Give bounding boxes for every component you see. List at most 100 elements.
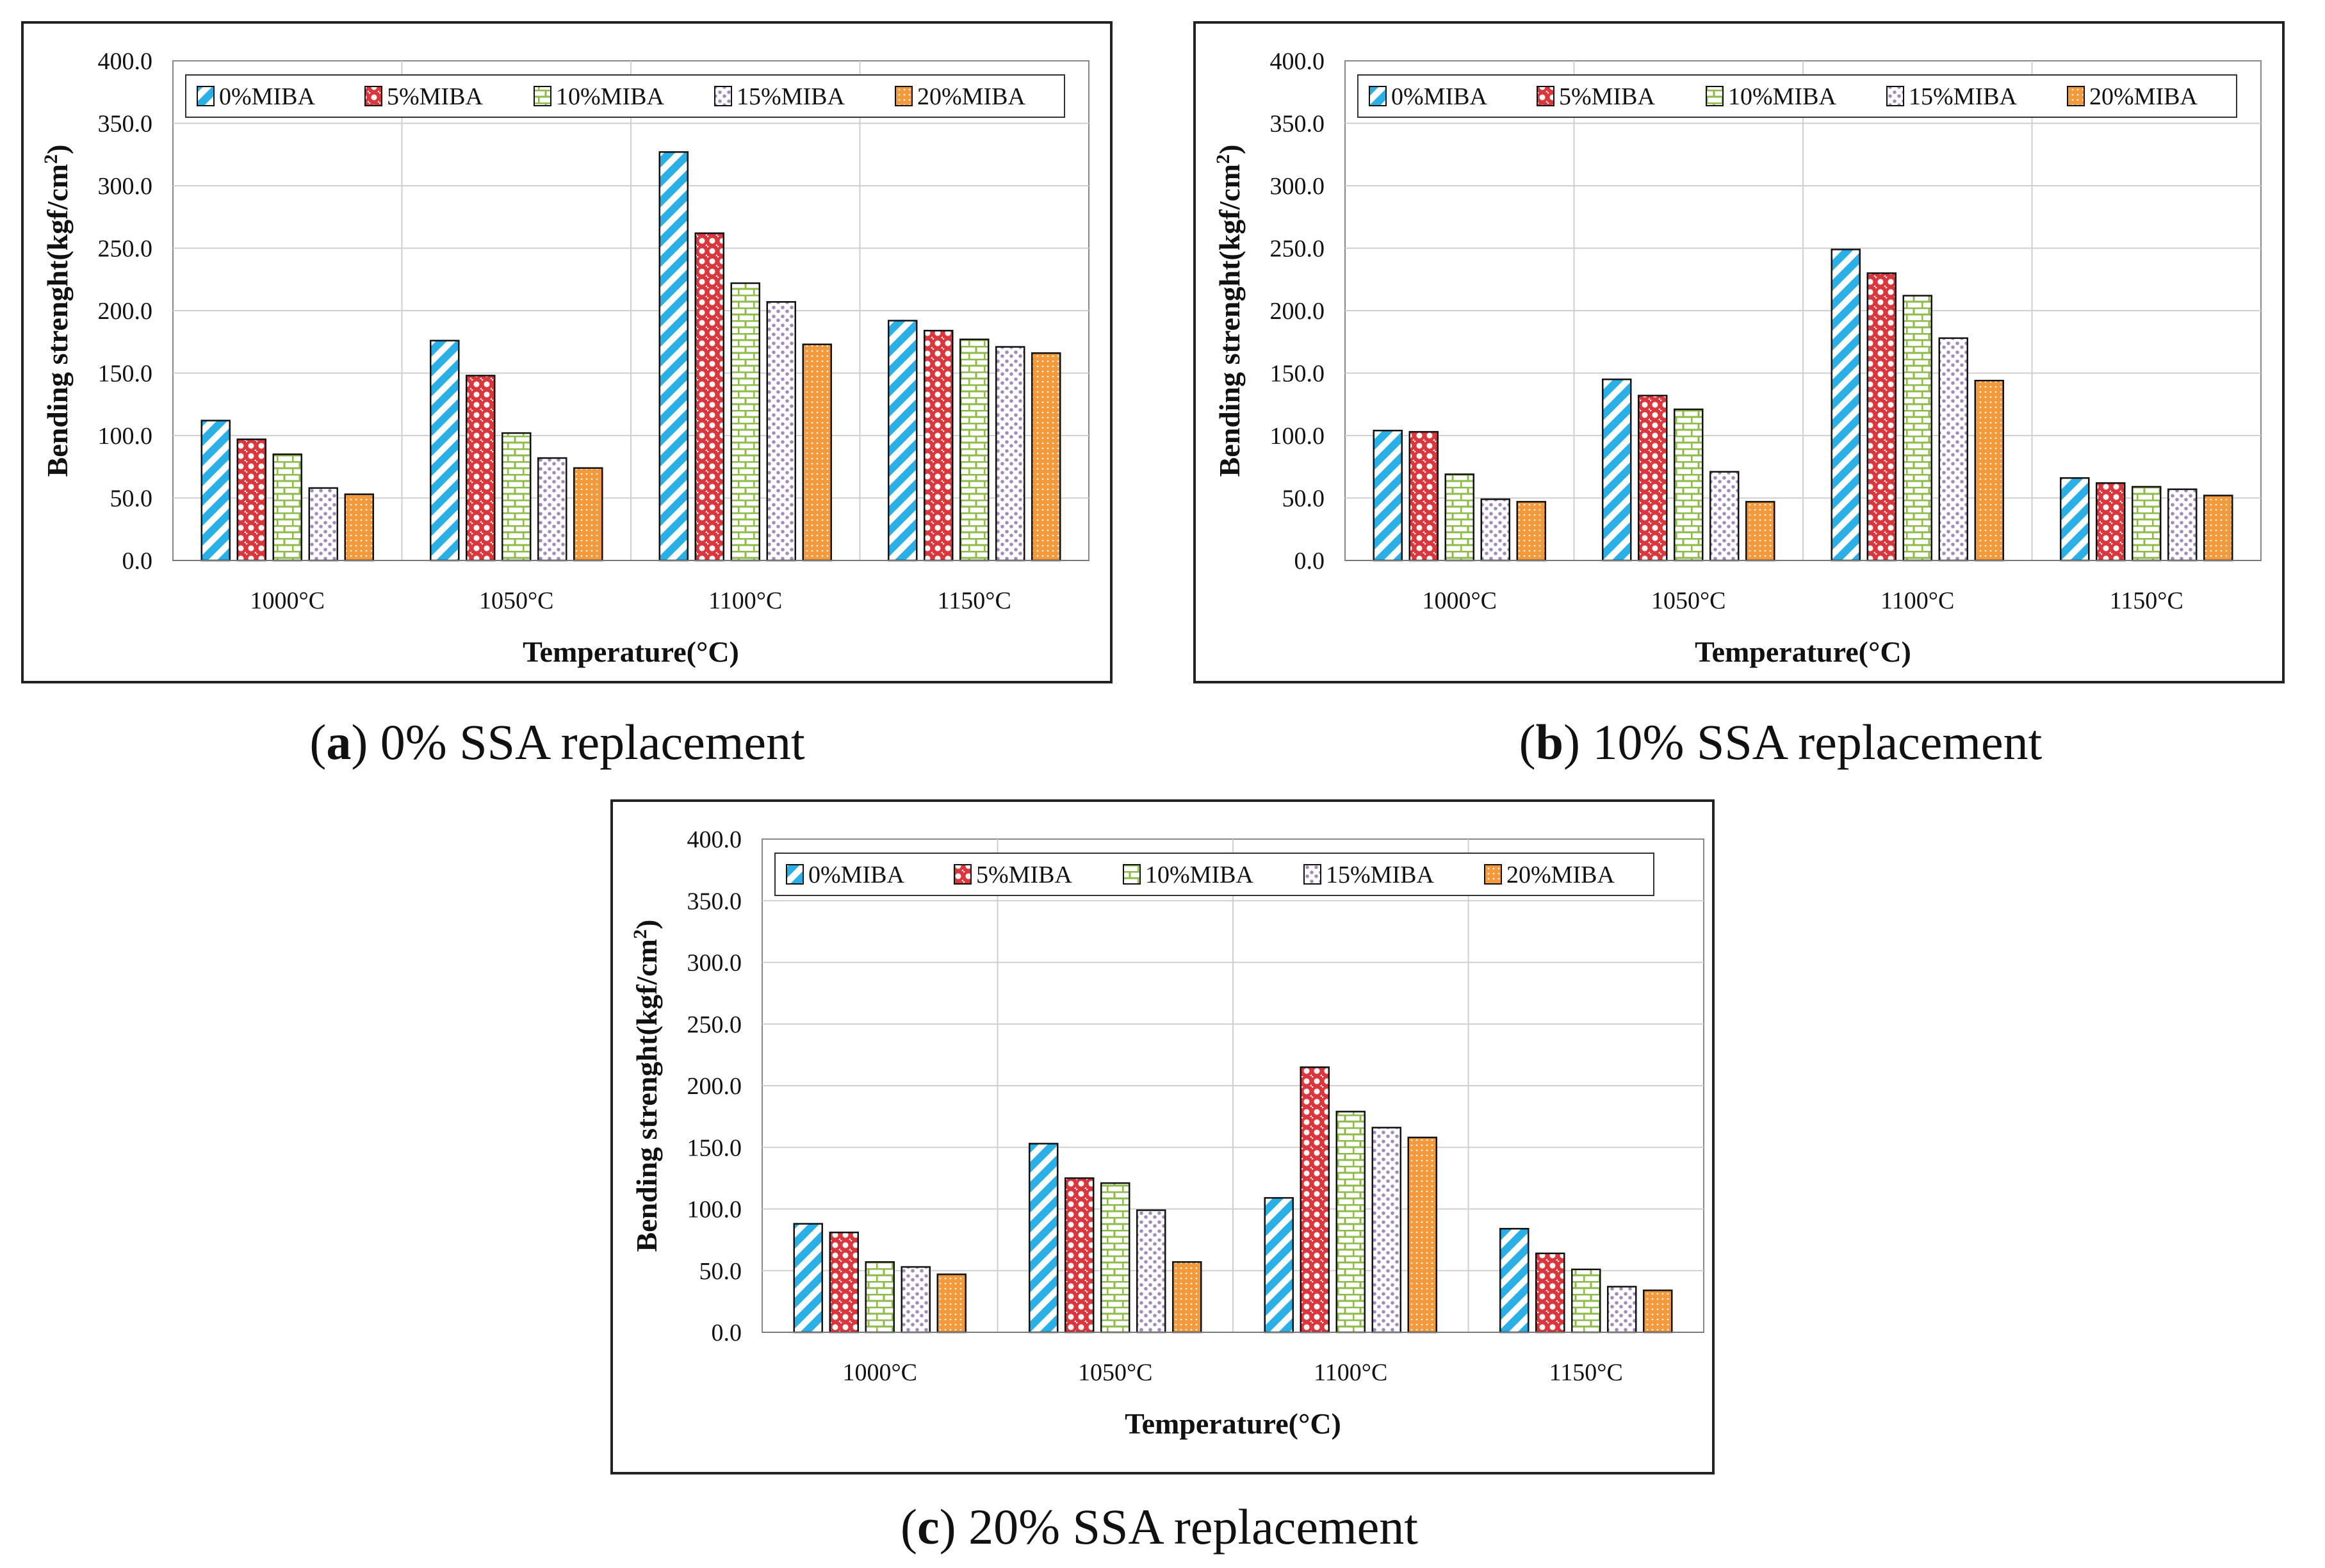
chart-panel-c: 0.0 50.0 100.0 150.0 200.0 250.0 300.0 350.0 400…: [610, 799, 1715, 1555]
x-tick-label: 1050°C: [1651, 587, 1726, 614]
y-tick-label: 50.0: [110, 486, 153, 512]
y-tick-label: 0.0: [122, 548, 153, 575]
legend-label: 5%MIBA: [1559, 83, 1655, 110]
x-axis-title: Temperature(°C): [1125, 1407, 1341, 1440]
x-tick-label: 1000°C: [842, 1359, 917, 1386]
legend-swatch: [534, 86, 551, 106]
bar-20pct-miba-1100c: [1407, 1136, 1437, 1334]
y-tick-label: 100.0: [98, 423, 153, 450]
bar-15pct-miba-1150c: [1607, 1286, 1637, 1334]
bar-0pct-miba-1000c: [200, 420, 231, 562]
bar-15pct-miba-1150c: [2167, 488, 2198, 562]
legend-label: 15%MIBA: [737, 83, 845, 110]
bar-20pct-miba-1050c: [1172, 1261, 1202, 1334]
panel-caption: (c) 20% SSA replacement: [901, 1499, 1418, 1555]
x-tick-label: 1150°C: [938, 587, 1011, 614]
bar-0pct-miba-1050c: [1029, 1143, 1059, 1334]
bar-20pct-miba-1000c: [344, 493, 374, 562]
y-tick-label: 200.0: [1270, 298, 1325, 325]
legend-swatch: [895, 86, 913, 106]
legend-label: 20%MIBA: [917, 83, 1025, 110]
legend-label: 10%MIBA: [1728, 83, 1836, 110]
bar-0pct-miba-1050c: [1602, 379, 1632, 562]
bar-20pct-miba-1150c: [2203, 494, 2233, 562]
legend-swatch: [786, 864, 804, 885]
legend-swatch: [1484, 864, 1502, 885]
legend-swatch: [1706, 86, 1724, 106]
y-tick-label: 0.0: [1294, 548, 1325, 575]
legend-label: 15%MIBA: [1909, 83, 2017, 110]
legend: [185, 74, 1065, 118]
bar-20pct-miba-1150c: [1031, 352, 1061, 562]
legend-swatch: [714, 86, 732, 106]
bar-20pct-miba-1050c: [573, 467, 603, 562]
legend-swatch: [1886, 86, 1904, 106]
legend-swatch: [1123, 864, 1141, 885]
legend-label: 10%MIBA: [1145, 862, 1253, 888]
legend-swatch: [954, 864, 972, 885]
legend-swatch: [1303, 864, 1321, 885]
legend-label: 10%MIBA: [556, 83, 664, 110]
y-tick-label: 250.0: [98, 236, 153, 263]
bar-0pct-miba-1100c: [1264, 1196, 1294, 1334]
y-tick-label: 200.0: [687, 1073, 742, 1100]
y-tick-label: 300.0: [687, 950, 742, 977]
bar-15pct-miba-1100c: [1371, 1127, 1401, 1334]
bar-5pct-miba-1100c: [1866, 272, 1897, 562]
legend-swatch: [1369, 86, 1387, 106]
bar-10pct-miba-1050c: [1100, 1182, 1130, 1334]
panel-caption: (b) 10% SSA replacement: [1519, 714, 2043, 770]
y-tick-label: 400.0: [98, 48, 153, 75]
bar-5pct-miba-1100c: [694, 232, 724, 562]
y-tick-label: 50.0: [1282, 486, 1325, 512]
y-tick-label: 400.0: [1270, 48, 1325, 75]
bar-10pct-miba-1050c: [1674, 408, 1704, 562]
bar-0pct-miba-1000c: [793, 1223, 823, 1334]
bar-20pct-miba-1000c: [936, 1273, 967, 1334]
bar-20pct-miba-1000c: [1516, 501, 1546, 562]
bar-15pct-miba-1150c: [995, 346, 1025, 562]
y-tick-label: 250.0: [1270, 236, 1325, 263]
x-tick-label: 1150°C: [1549, 1359, 1623, 1386]
x-axis-title: Temperature(°C): [1695, 635, 1911, 668]
y-tick-label: 150.0: [1270, 361, 1325, 388]
y-tick-label: 250.0: [687, 1011, 742, 1038]
y-axis-title: Bending strenght(kgf/cm2): [1212, 145, 1246, 477]
x-tick-label: 1050°C: [479, 587, 554, 614]
bar-0pct-miba-1150c: [1499, 1228, 1530, 1334]
y-tick-label: 350.0: [1270, 111, 1325, 138]
legend-swatch: [2067, 86, 2085, 106]
bar-5pct-miba-1050c: [1065, 1177, 1095, 1334]
x-tick-label: 1150°C: [2110, 587, 2183, 614]
bar-15pct-miba-1000c: [901, 1266, 931, 1334]
chart-panel-b: 0.0 50.0 100.0 150.0 200.0 250.0 300.0 350.0 400…: [1193, 21, 2285, 770]
bar-5pct-miba-1000c: [829, 1231, 859, 1334]
legend-swatch: [197, 86, 215, 106]
y-tick-label: 50.0: [699, 1258, 742, 1285]
bar-20pct-miba-1100c: [1974, 379, 2004, 562]
legend-swatch: [364, 86, 382, 106]
x-tick-label: 1100°C: [1314, 1359, 1387, 1386]
bar-5pct-miba-1000c: [236, 438, 266, 562]
bar-20pct-miba-1100c: [802, 343, 832, 562]
legend: [1357, 74, 2237, 118]
bar-10pct-miba-1100c: [730, 282, 760, 562]
x-tick-label: 1050°C: [1078, 1359, 1153, 1386]
x-tick-label: 1100°C: [708, 587, 782, 614]
bar-15pct-miba-1000c: [308, 487, 338, 562]
legend-label: 20%MIBA: [1506, 862, 1615, 888]
y-tick-label: 200.0: [98, 298, 153, 325]
legend-label: 20%MIBA: [2089, 83, 2198, 110]
bar-5pct-miba-1150c: [1535, 1252, 1565, 1334]
bar-5pct-miba-1050c: [1638, 395, 1668, 562]
bar-15pct-miba-1100c: [1938, 337, 1968, 562]
bar-5pct-miba-1150c: [924, 329, 954, 562]
x-tick-label: 1000°C: [1422, 587, 1497, 614]
bar-5pct-miba-1000c: [1408, 430, 1439, 562]
bar-10pct-miba-1100c: [1902, 295, 1932, 562]
bar-10pct-miba-1150c: [959, 338, 990, 562]
bar-5pct-miba-1150c: [2096, 482, 2126, 562]
bar-15pct-miba-1100c: [766, 301, 796, 562]
bar-5pct-miba-1050c: [466, 375, 496, 562]
